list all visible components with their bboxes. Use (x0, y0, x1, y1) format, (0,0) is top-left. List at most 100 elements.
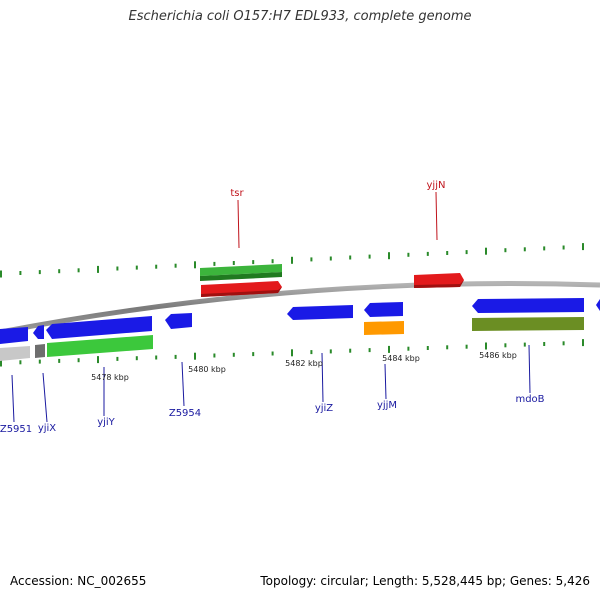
minor-tick (232, 261, 235, 265)
scale-labels: 5478 kbp 5480 kbp 5482 kbp 5484 kbp 5486… (91, 351, 517, 382)
gene-labels: tsr yjjN Z5951 yjiX yjiY Z5954 yjiZ yjjM… (0, 180, 545, 435)
accession-text: Accession: NC_002655 (10, 574, 147, 588)
minor-tick (543, 246, 546, 251)
gene-mdoB-cds[interactable] (472, 317, 584, 331)
minor-tick (368, 254, 371, 259)
label-yjjN[interactable]: yjjN (427, 180, 446, 191)
minor-tick (407, 346, 410, 351)
gene-right-edge[interactable] (596, 299, 600, 311)
minor-tick (562, 341, 565, 346)
minor-tick (116, 266, 119, 271)
minor-tick (271, 351, 274, 356)
genome-info-text: Topology: circular; Length: 5,528,445 bp… (260, 574, 590, 588)
scale-tick-label: 5480 kbp (188, 365, 226, 374)
minor-tick (368, 348, 371, 353)
minor-tick (543, 342, 546, 346)
minor-tick (426, 251, 429, 256)
minor-tick (271, 259, 274, 264)
minor-tick (465, 250, 468, 255)
gene-yjiY-cds[interactable] (47, 335, 153, 357)
major-tick (194, 352, 196, 360)
minor-tick (58, 358, 61, 363)
label-yjjM[interactable]: yjjM (377, 400, 397, 411)
minor-tick (504, 343, 507, 348)
minor-tick (155, 355, 158, 360)
label-leaders (11, 191, 531, 423)
minor-tick (446, 345, 449, 350)
minor-tick (135, 356, 138, 361)
minor-tick (174, 263, 177, 268)
minor-tick (38, 270, 41, 275)
scale-tick-label: 5482 kbp (285, 359, 323, 368)
minor-tick (232, 352, 235, 357)
minor-tick (349, 255, 352, 260)
minor-tick (407, 252, 410, 257)
minor-tick (329, 256, 332, 261)
gene-tsr-shade (201, 287, 282, 297)
gene-yjiY[interactable] (46, 316, 152, 339)
major-tick (485, 342, 487, 350)
gene-yjiZ[interactable] (287, 305, 353, 320)
gene-yjiX[interactable] (33, 325, 44, 339)
major-tick (0, 359, 2, 367)
minor-tick (174, 354, 177, 359)
major-tick (582, 243, 584, 251)
minor-tick (504, 248, 507, 253)
genome-backbone (0, 281, 600, 335)
label-tsr[interactable]: tsr (230, 188, 244, 199)
major-tick (388, 252, 390, 260)
minor-tick (77, 268, 80, 273)
gene-mdoB[interactable] (472, 298, 584, 313)
minor-tick (58, 269, 61, 274)
minor-tick (426, 346, 429, 350)
minor-tick (135, 265, 138, 270)
major-tick (582, 339, 584, 347)
minor-tick (523, 247, 526, 252)
minor-tick (38, 359, 41, 364)
gene-yjiX-cds[interactable] (35, 344, 45, 358)
major-tick (97, 265, 99, 273)
minor-tick (562, 245, 565, 250)
minor-tick (465, 344, 468, 349)
label-mdoB[interactable]: mdoB (515, 394, 544, 405)
minor-tick (213, 261, 216, 266)
minor-tick (155, 264, 158, 269)
forward-features (200, 264, 464, 297)
label-yjiX[interactable]: yjiX (38, 423, 56, 434)
minor-tick (446, 251, 449, 255)
minor-tick (19, 360, 22, 365)
label-Z5951[interactable]: Z5951 (0, 424, 32, 435)
major-tick (291, 349, 293, 357)
minor-tick (252, 260, 255, 265)
major-tick (388, 345, 390, 353)
minor-tick (77, 358, 80, 363)
minor-tick (310, 350, 313, 355)
scale-tick-label: 5484 kbp (382, 354, 420, 363)
gene-Z5951-left[interactable] (0, 327, 28, 344)
major-tick (97, 356, 99, 364)
label-Z5954[interactable]: Z5954 (169, 408, 201, 419)
gene-Z5954[interactable] (165, 313, 192, 329)
minor-tick (523, 342, 526, 347)
major-tick (0, 270, 2, 278)
scale-tick-label: 5478 kbp (91, 373, 129, 382)
gene-yjjM-cds[interactable] (364, 321, 404, 335)
gene-Z5951-cds[interactable] (0, 346, 30, 361)
gene-yjjM[interactable] (364, 302, 403, 317)
minor-tick (349, 348, 352, 353)
gene-yjjN-shade (414, 280, 464, 288)
label-yjiY[interactable]: yjiY (97, 417, 115, 428)
label-yjiZ[interactable]: yjiZ (315, 403, 333, 414)
major-tick (194, 261, 196, 269)
minor-tick (310, 257, 313, 262)
minor-tick (252, 352, 255, 357)
scale-tick-label: 5486 kbp (479, 351, 517, 360)
major-tick (291, 256, 293, 264)
minor-tick (329, 349, 332, 354)
map-title: Escherichia coli O157:H7 EDL933, complet… (128, 9, 472, 24)
gene-tsr-cds-shade (200, 272, 282, 281)
minor-tick (213, 353, 216, 358)
inner-tick-ring (0, 339, 584, 367)
reverse-features (0, 298, 600, 361)
